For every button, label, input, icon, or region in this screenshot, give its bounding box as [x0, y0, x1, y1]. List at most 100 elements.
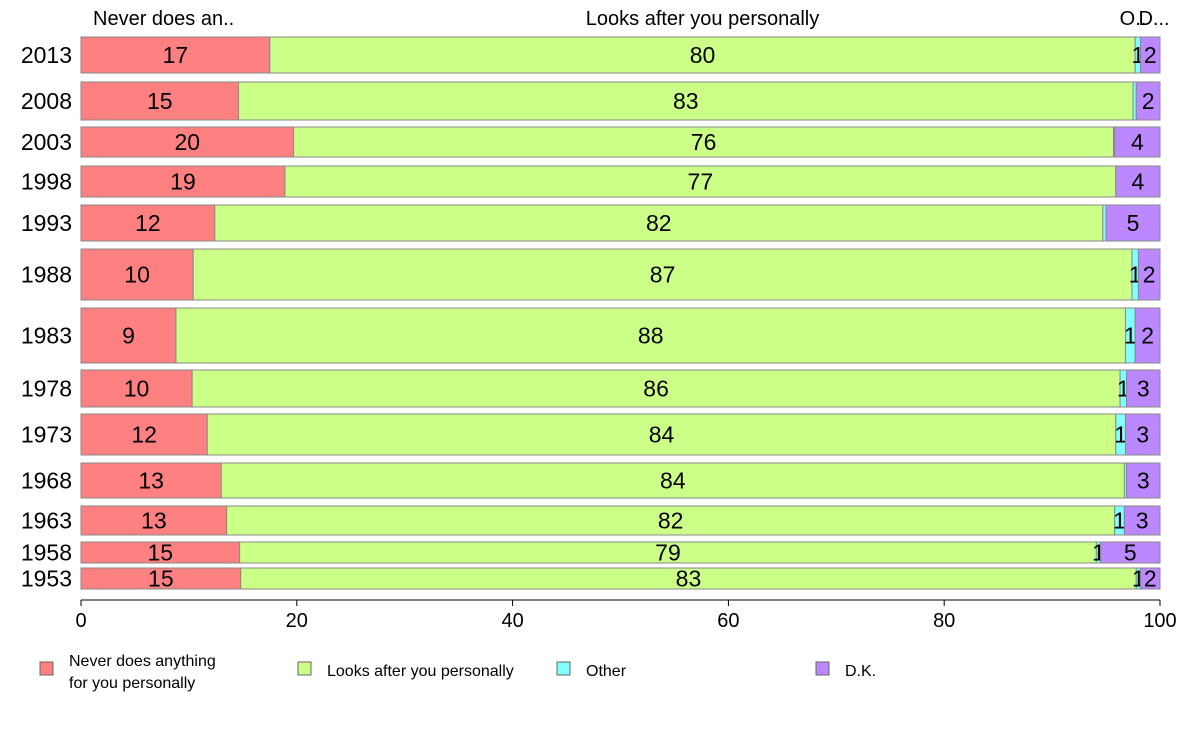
- data-label: 2: [1144, 566, 1157, 592]
- data-label: 2: [1142, 88, 1155, 114]
- data-label: 86: [643, 376, 669, 402]
- data-label: 15: [148, 540, 174, 566]
- bar-segment: [269, 36, 1136, 74]
- year-label: 1958: [21, 540, 72, 566]
- data-label: 76: [691, 129, 717, 155]
- data-label: 3: [1136, 422, 1149, 448]
- bar-segment: [80, 462, 222, 499]
- data-label: 2: [1143, 262, 1156, 288]
- legend-label: for you personally: [69, 675, 195, 692]
- x-tick-label: 0: [75, 610, 86, 632]
- data-label: 3: [1137, 468, 1150, 494]
- bar-segment: [1124, 413, 1161, 456]
- data-label: 3: [1136, 508, 1149, 534]
- year-label: 1988: [21, 262, 72, 288]
- data-label: 13: [141, 508, 167, 534]
- year-label: 1978: [21, 376, 72, 402]
- series-header-label: D...: [1138, 8, 1169, 30]
- data-label: 1: [1124, 323, 1137, 349]
- year-label: 1993: [21, 210, 72, 236]
- data-label: 10: [124, 376, 150, 402]
- bar-segment: [1140, 567, 1161, 590]
- data-label: 4: [1131, 169, 1144, 195]
- data-label: 77: [688, 169, 714, 195]
- bar-segment: [192, 248, 1133, 301]
- data-label: 1: [1113, 508, 1126, 534]
- data-label: 79: [655, 540, 681, 566]
- bar-segment: [80, 165, 286, 198]
- data-label: 15: [148, 566, 174, 592]
- legend-swatch: [297, 661, 312, 676]
- bar-segment: [1140, 36, 1161, 74]
- data-label: 83: [676, 566, 702, 592]
- data-label: 5: [1124, 540, 1137, 566]
- data-label: 84: [660, 468, 686, 494]
- year-label: 2013: [21, 42, 72, 68]
- year-label: 2003: [21, 129, 72, 155]
- data-label: 2: [1144, 42, 1157, 68]
- data-label: 88: [638, 323, 664, 349]
- data-label: 3: [1137, 376, 1150, 402]
- data-label: 82: [658, 508, 684, 534]
- data-label: 9: [122, 323, 135, 349]
- bar-segment: [1134, 307, 1161, 364]
- legend-label: D.K.: [845, 663, 876, 680]
- bar-segment: [80, 248, 194, 301]
- bar-segment: [214, 204, 1104, 242]
- year-label: 1973: [21, 422, 72, 448]
- bar-segment: [191, 369, 1121, 408]
- data-label: 87: [650, 262, 676, 288]
- year-label: 1968: [21, 468, 72, 494]
- data-label: 13: [138, 468, 164, 494]
- data-label: 12: [135, 210, 161, 236]
- legend-label: Never does anything: [69, 653, 216, 670]
- x-tick-label: 20: [286, 610, 308, 632]
- bar-segment: [1123, 505, 1161, 536]
- bar-segment: [1114, 126, 1161, 158]
- data-label: 83: [673, 88, 699, 114]
- series-header-label: Looks after you personally: [586, 8, 819, 30]
- bar-segment: [1126, 369, 1161, 408]
- bar-segment: [206, 413, 1117, 456]
- data-label: 1: [1114, 422, 1127, 448]
- data-label: 2: [1141, 323, 1154, 349]
- bar-segment: [1137, 248, 1161, 301]
- series-header-label: O..: [1120, 8, 1147, 30]
- x-tick-label: 60: [717, 610, 739, 632]
- data-label: 15: [147, 88, 173, 114]
- bar-segment: [80, 369, 193, 408]
- year-label: 2008: [21, 88, 72, 114]
- data-label: 12: [131, 422, 157, 448]
- bar-segment: [80, 307, 177, 364]
- data-label: 80: [690, 42, 716, 68]
- year-label: 1953: [21, 566, 72, 592]
- legend-swatch: [815, 661, 830, 676]
- bar-segment: [226, 505, 1116, 536]
- year-label: 1998: [21, 169, 72, 195]
- data-label: 19: [170, 169, 196, 195]
- bar-segment: [284, 165, 1117, 198]
- legend-label: Looks after you personally: [327, 663, 514, 680]
- data-label: 5: [1127, 210, 1140, 236]
- bar-segment: [220, 462, 1125, 499]
- data-label: 82: [646, 210, 672, 236]
- data-label: 17: [163, 42, 189, 68]
- bar-segment: [1135, 81, 1161, 121]
- bar-segment: [1115, 165, 1161, 198]
- legend-swatch: [556, 661, 571, 676]
- data-label: 84: [649, 422, 675, 448]
- bar-segment: [1126, 462, 1161, 499]
- series-header-label: Never does an..: [93, 8, 234, 30]
- data-label: 10: [124, 262, 150, 288]
- year-label: 1963: [21, 508, 72, 534]
- x-tick-label: 80: [933, 610, 955, 632]
- x-tick-label: 40: [501, 610, 523, 632]
- legend-swatch: [39, 661, 54, 676]
- bar-segment: [1105, 204, 1161, 242]
- bar-segment: [80, 204, 216, 242]
- legend-label: Other: [586, 663, 627, 680]
- bar-segment: [1100, 541, 1161, 564]
- year-label: 1983: [21, 323, 72, 349]
- data-label: 4: [1131, 129, 1144, 155]
